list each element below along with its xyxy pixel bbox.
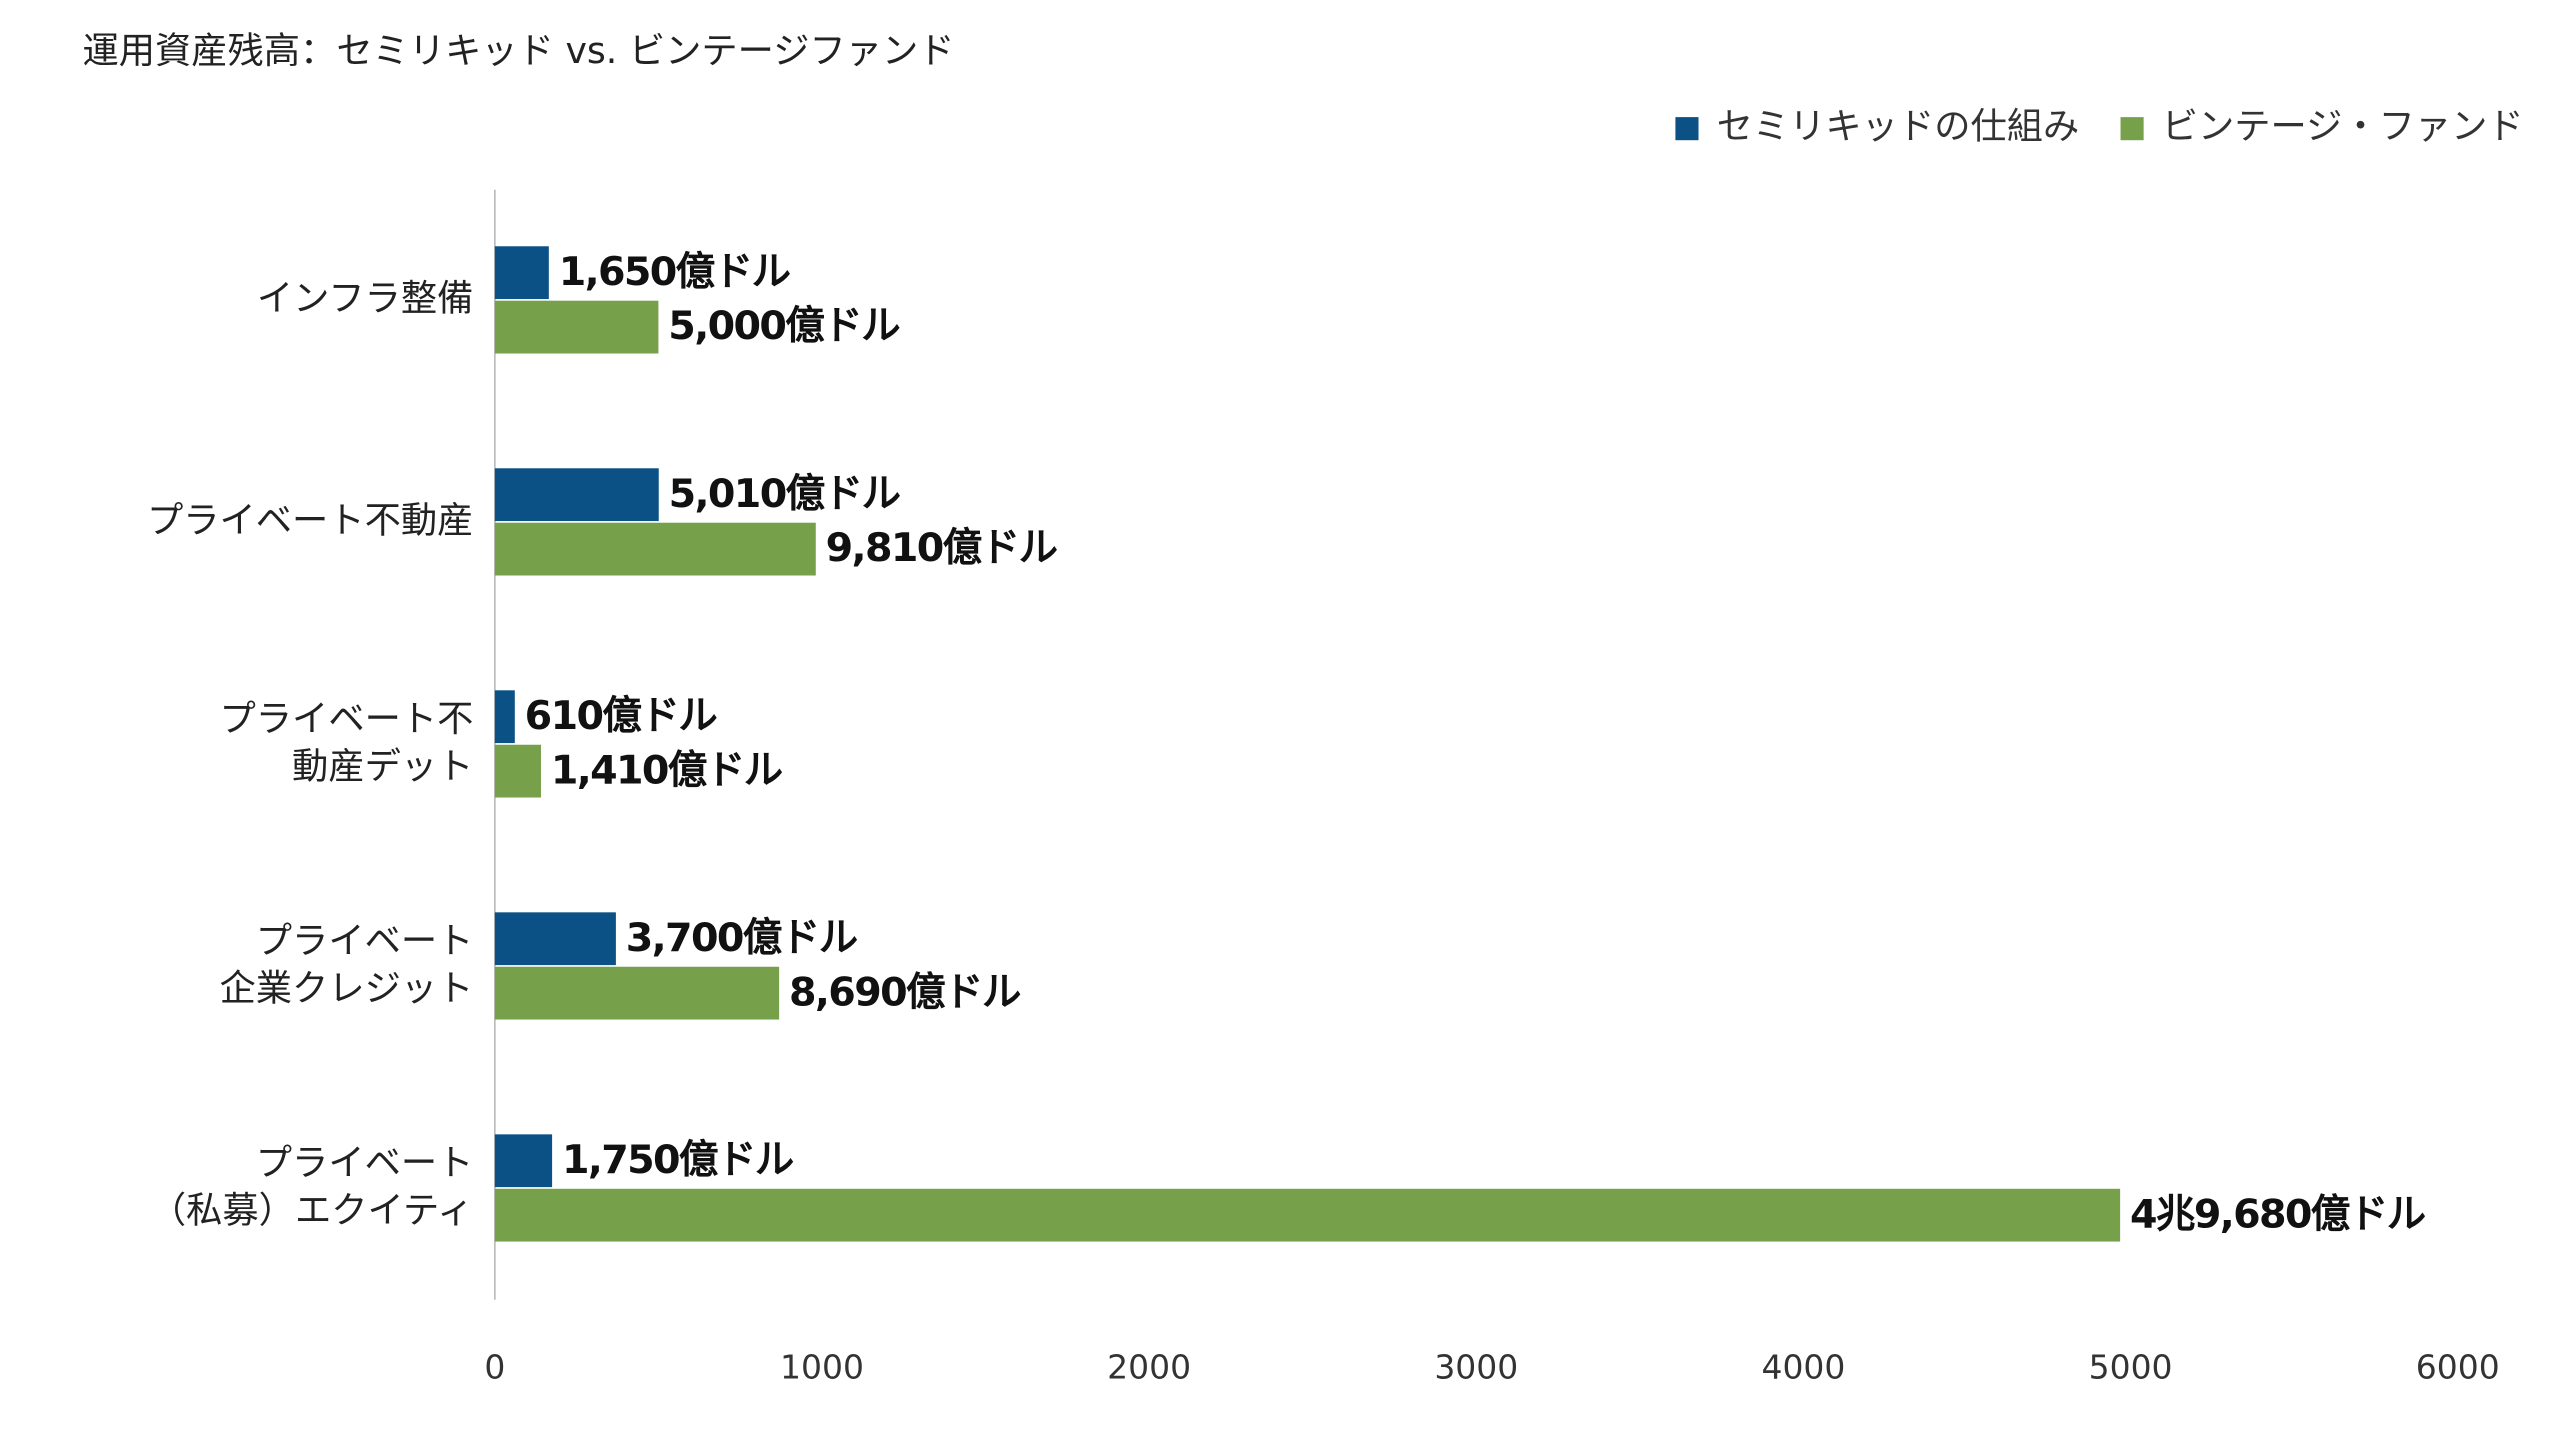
data-label: 4兆9,680億ドル [2130,1191,2426,1237]
y-tick-label: （私募）エクイティ [150,1189,474,1232]
y-tick-label: プライベート不動産 [147,499,473,542]
data-label: 5,000億ドル [668,303,900,349]
x-tick-label: 1000 [780,1348,864,1387]
bar [494,522,816,576]
x-tick-label: 6000 [2416,1348,2500,1387]
legend-label: ビンテージ・ファンド [2162,105,2524,148]
bar [494,744,541,798]
data-label: 1,750億ドル [562,1137,794,1183]
bar [494,300,659,354]
x-tick-label: 3000 [1434,1348,1518,1387]
bar [494,468,659,522]
bar [494,912,616,966]
x-tick-label: 2000 [1107,1348,1191,1387]
legend-swatch [1675,117,1699,141]
bar [494,1188,2121,1242]
data-label: 1,410億ドル [551,747,783,793]
data-label: 9,810億ドル [826,525,1058,571]
legend-swatch [2120,117,2144,141]
data-label: 3,700億ドル [626,915,858,961]
x-tick-label: 5000 [2089,1348,2173,1387]
y-tick-label: 企業クレジット [220,967,474,1010]
data-label: 1,650億ドル [559,249,791,295]
bar [494,966,780,1020]
y-tick-label: プライベート [256,919,474,962]
y-tick-label: 動産デット [292,745,473,788]
y-tick-label: プライベート [256,1141,474,1184]
chart-title: 運用資産残高：セミリキッド vs. ビンテージファンド [82,29,954,72]
bar [494,246,549,300]
x-tick-label: 4000 [1761,1348,1845,1387]
data-label: 610億ドル [525,693,718,739]
bar [494,690,515,744]
x-tick-label: 0 [484,1348,505,1387]
bar [494,1134,553,1188]
legend-label: セミリキッドの仕組み [1717,105,2080,148]
y-tick-label: インフラ整備 [257,277,474,320]
y-tick-label: プライベート不 [220,697,474,740]
data-label: 5,010億ドル [669,471,901,517]
data-label: 8,690億ドル [789,969,1021,1015]
